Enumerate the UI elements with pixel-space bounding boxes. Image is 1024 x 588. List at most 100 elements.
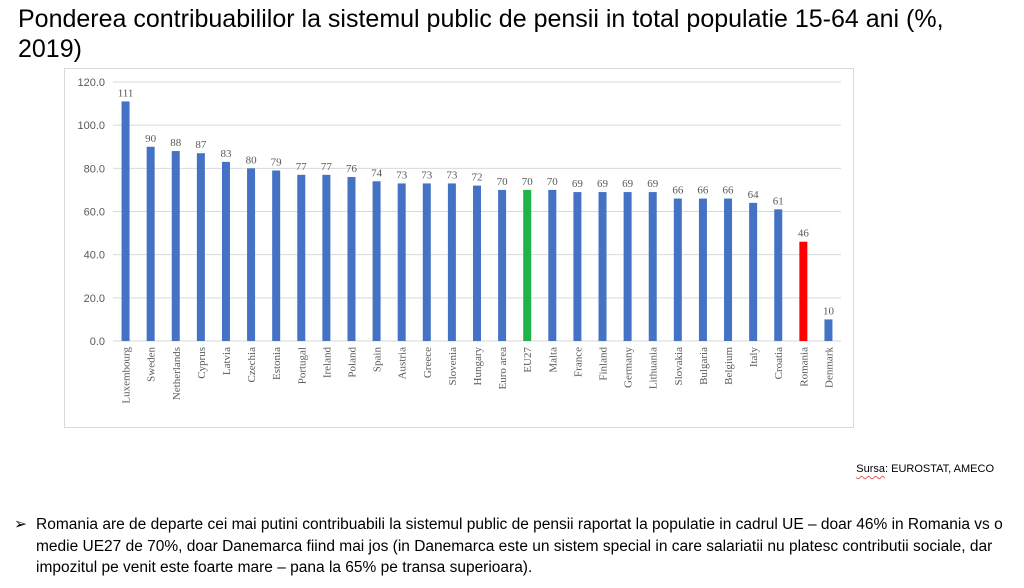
source-note: Sursa: EUROSTAT, AMECO: [856, 463, 994, 475]
data-label: 74: [371, 167, 383, 179]
x-tick-label: Euro area: [497, 347, 509, 390]
bar: [221, 161, 230, 341]
x-tick-label: Spain: [372, 347, 384, 373]
data-label: 61: [773, 195, 784, 207]
chart-canvas: 0.0 20.0 40.0 60.0 80.0 100.0 120.0 111 Luxembou…: [77, 77, 841, 404]
x-tick-label: Slovenia: [447, 347, 459, 386]
x-tick-label: Germany: [623, 347, 635, 388]
data-label: 69: [647, 178, 659, 190]
x-tick-label: Malta: [547, 347, 559, 373]
data-label: 70: [547, 176, 559, 188]
bar: [322, 174, 331, 341]
y-tick-label: 20.0: [84, 293, 105, 305]
x-tick-label: Luxembourg: [121, 347, 133, 404]
x-tick-label: Greece: [422, 347, 434, 378]
page-title: Ponderea contribuabililor la sistemul pu…: [18, 4, 1008, 64]
x-tick-label: Austria: [397, 347, 409, 380]
bar: [297, 174, 306, 341]
bar: [774, 209, 783, 341]
x-tick-label: Netherlands: [171, 347, 183, 400]
bar: [473, 185, 481, 341]
x-tick-label: Portugal: [296, 347, 308, 384]
bar: [523, 189, 532, 341]
bar: [372, 181, 381, 341]
bar: [724, 198, 733, 341]
x-tick-label: EU27: [522, 347, 534, 373]
y-tick-label: 100.0: [77, 120, 105, 132]
x-tick-label: Estonia: [271, 347, 283, 380]
source-label: Sursa: [856, 463, 885, 475]
data-label: 88: [170, 137, 182, 149]
data-label: 66: [672, 185, 684, 197]
data-label: 90: [145, 133, 157, 145]
x-tick-label: Hungary: [472, 347, 484, 386]
x-tick-label: Lithuania: [648, 347, 660, 389]
data-label: 79: [271, 156, 283, 168]
bar-chart: 0.0 20.0 40.0 60.0 80.0 100.0 120.0 111 Luxembou…: [64, 68, 854, 428]
bar: [598, 192, 607, 341]
bar: [397, 183, 406, 341]
x-tick-label: Sweden: [146, 347, 158, 382]
bullet-text: Romania are de departe cei mai putini co…: [36, 516, 1003, 576]
bar: [498, 189, 507, 341]
y-tick-label: 80.0: [84, 163, 105, 175]
bar: [573, 192, 582, 341]
data-label: 64: [748, 189, 760, 201]
data-label: 111: [118, 87, 134, 99]
x-tick-label: Belgium: [723, 347, 735, 385]
data-label: 70: [522, 176, 534, 188]
page-title-text: Ponderea contribuabililor la sistemul pu…: [18, 5, 944, 63]
data-label: 77: [296, 161, 308, 173]
bar: [171, 151, 180, 341]
bar: [146, 146, 155, 341]
data-label: 77: [321, 161, 333, 173]
y-tick-label: 120.0: [77, 77, 105, 89]
bar: [196, 153, 205, 341]
data-label: 73: [446, 169, 458, 181]
data-label: 69: [597, 178, 609, 190]
bar: [548, 189, 557, 341]
data-label: 69: [572, 178, 584, 190]
data-label: 87: [195, 139, 207, 151]
x-tick-label: Italy: [748, 347, 760, 368]
bar: [121, 101, 130, 341]
data-label: 80: [246, 154, 258, 166]
x-tick-label: Bulgaria: [698, 347, 710, 385]
x-tick-label: Ireland: [321, 347, 333, 379]
data-label: 46: [798, 228, 810, 240]
x-tick-label: Croatia: [773, 347, 785, 379]
bar: [673, 198, 682, 341]
bar: [824, 319, 833, 341]
y-tick-label: 0.0: [90, 336, 105, 348]
bar: [799, 241, 808, 341]
bar: [648, 192, 657, 341]
x-tick-label: Finland: [598, 347, 610, 381]
bar: [272, 170, 281, 341]
data-label: 76: [346, 163, 358, 175]
bar: [623, 192, 632, 341]
x-tick-label: Romania: [798, 347, 810, 387]
bar: [247, 168, 256, 341]
x-tick-label: Cyprus: [196, 347, 208, 379]
x-tick-label: Czechia: [246, 347, 258, 383]
data-label: 66: [697, 185, 709, 197]
data-label: 66: [723, 185, 735, 197]
x-tick-label: Poland: [346, 347, 358, 378]
bar: [749, 202, 758, 341]
x-tick-label: Slovakia: [673, 347, 685, 386]
data-label: 10: [823, 305, 835, 317]
bullet-arrow-icon: ➢: [14, 516, 27, 533]
x-tick-label: France: [572, 347, 584, 377]
data-label: 70: [497, 176, 509, 188]
x-tick-label: Denmark: [823, 347, 835, 388]
y-tick-label: 60.0: [84, 207, 105, 219]
bar: [698, 198, 707, 341]
data-label: 73: [421, 169, 433, 181]
bar: [447, 183, 456, 341]
data-label: 73: [396, 169, 408, 181]
source-text: : EUROSTAT, AMECO: [885, 463, 994, 475]
data-label: 83: [220, 148, 232, 160]
bar: [422, 183, 431, 341]
data-label: 72: [472, 172, 483, 184]
x-tick-label: Latvia: [221, 347, 233, 375]
